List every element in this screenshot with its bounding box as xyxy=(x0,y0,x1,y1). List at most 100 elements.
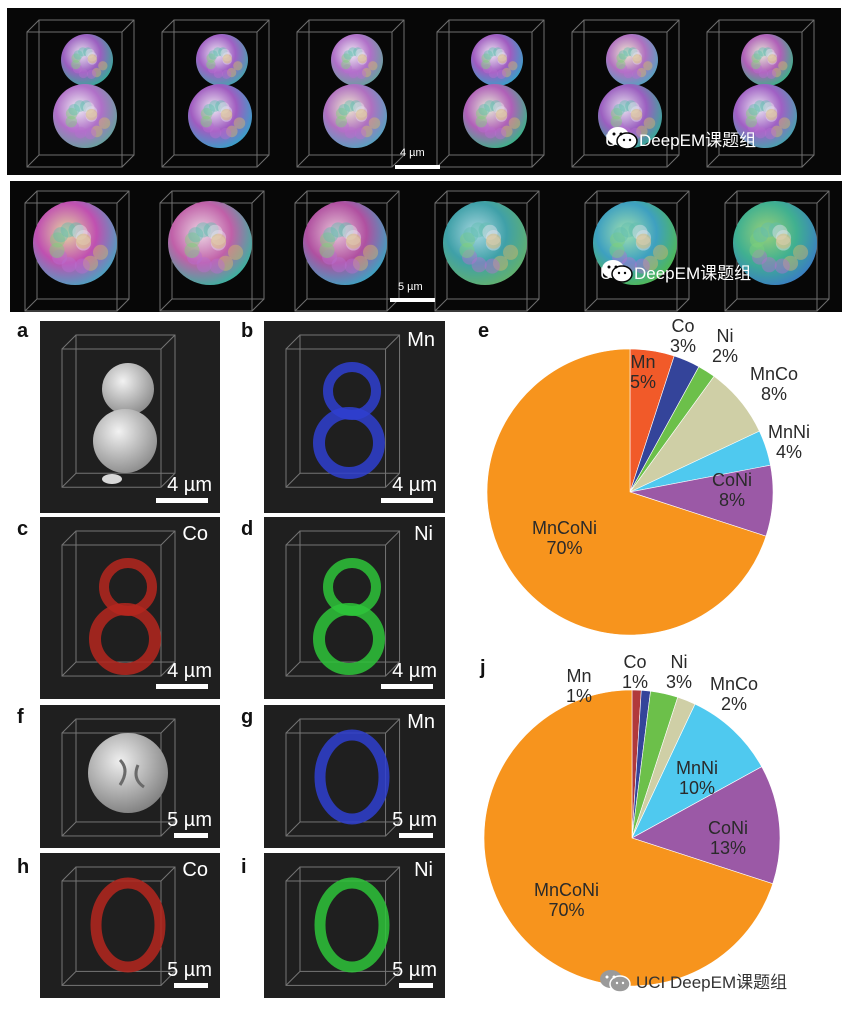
strip-1-frame-4-lower-particle xyxy=(463,84,527,148)
pie-e-label-ni: Ni 2% xyxy=(712,326,738,366)
panel-b-element: Mn xyxy=(407,329,435,351)
panel-h-scalebar xyxy=(174,983,208,988)
strip-2-frame-2-particle xyxy=(168,201,252,285)
strip-1-scale-label: 4 µm xyxy=(400,147,425,159)
panel-d-scale-label: 4 µm xyxy=(392,660,437,682)
slice-percent: 1% xyxy=(622,672,649,692)
pie-chart-j xyxy=(483,689,781,987)
slice-percent: 2% xyxy=(721,694,748,714)
panel-i-scalebar xyxy=(399,983,433,988)
slice-name: Ni xyxy=(716,326,734,346)
pie-e-label-co: Co 3% xyxy=(670,316,696,356)
slice-percent: 10% xyxy=(678,778,716,798)
strip-1-frame-2-upper-particle xyxy=(196,34,248,86)
strip-1-frame-4-upper-particle xyxy=(471,34,523,86)
panel-i-scale-label: 5 µm xyxy=(392,959,437,981)
pie-j-label-coni: CoNi 13% xyxy=(708,818,748,858)
pie-e-label-mnconi: MnCoNi 70% xyxy=(532,518,597,558)
strip-2-scale-label: 5 µm xyxy=(398,281,423,293)
strip-2-watermark: UCI DeepEM课题组 xyxy=(600,259,751,284)
bottom-watermark: UCI DeepEM课题组 xyxy=(598,968,787,993)
panel-g-scale-label: 5 µm xyxy=(392,809,437,831)
panel-c-image: Co 4 µm xyxy=(40,517,220,699)
panel-b-scalebar xyxy=(381,498,433,503)
strip-2-watermark-text: UCI DeepEM课题组 xyxy=(600,264,752,283)
strip-1-frame-6-upper-particle xyxy=(741,34,793,86)
panel-h-scale-label: 5 µm xyxy=(167,959,212,981)
panel-letter-f: f xyxy=(17,706,24,728)
panel-d-image: Ni 4 µm xyxy=(264,517,445,699)
panel-a-scalebar xyxy=(156,498,208,503)
panel-c-lower-shell xyxy=(89,603,161,675)
strip-1-frame-3-lower-particle xyxy=(323,84,387,148)
strip-1-frames xyxy=(26,19,815,168)
slice-percent: 70% xyxy=(548,900,585,920)
panel-a-lower-particle xyxy=(93,409,157,473)
panel-c-render xyxy=(61,530,176,677)
panel-a-fragment xyxy=(102,474,122,484)
slice-name: MnCo xyxy=(710,674,759,694)
strip-1-frame-5-upper-particle xyxy=(606,34,658,86)
slice-percent: 3% xyxy=(666,672,693,692)
pie-j-slice-mnni xyxy=(631,703,763,839)
panel-letter-a: a xyxy=(17,320,29,342)
panel-a-scale-label: 4 µm xyxy=(167,474,212,496)
panel-letter-g: g xyxy=(241,706,254,728)
pie-j-label-mnni: MnNi 10% xyxy=(676,758,718,798)
strip-1-frame-3-upper-particle xyxy=(331,34,383,86)
slice-name: Ni xyxy=(670,652,688,672)
pie-chart-e xyxy=(486,348,774,636)
slice-percent: 1% xyxy=(566,686,593,706)
pie-j-label-mnconi: MnCoNi 70% xyxy=(534,880,599,920)
panel-a-render xyxy=(61,334,176,488)
pie-j-slice-mnconi xyxy=(483,689,774,987)
strip-2-frame-4-particle xyxy=(443,201,527,285)
slice-name: MnCoNi xyxy=(534,880,600,900)
strip-2-scalebar xyxy=(390,298,435,302)
strip-1-frame-5-box xyxy=(571,19,680,168)
panel-f-image: 5 µm xyxy=(40,705,220,848)
panel-g-render xyxy=(285,718,401,837)
panel-i-element: Ni xyxy=(414,859,433,881)
strip-1-frame-6-box xyxy=(706,19,815,168)
strip-1-frame-1-upper-particle xyxy=(61,34,113,86)
strip-1-frame-1-lower-particle xyxy=(53,84,117,148)
panel-h-render xyxy=(61,866,176,986)
panel-letter-d: d xyxy=(241,518,254,540)
pie-j-slice-coni xyxy=(631,766,781,885)
slice-name: Co xyxy=(671,316,695,336)
panel-g-image: Mn 5 µm xyxy=(264,705,445,848)
pie-e-slice-mnconi xyxy=(486,348,767,636)
panel-a-upper-particle xyxy=(102,363,154,415)
panel-b-scale-label: 4 µm xyxy=(392,474,437,496)
strip-1-frame-6-lower-particle xyxy=(733,84,797,148)
panel-c-scalebar xyxy=(156,684,208,689)
slice-name: CoNi xyxy=(708,818,749,838)
panel-d-element: Ni xyxy=(414,523,433,545)
panel-a-image: 4 µm xyxy=(40,321,220,513)
wechat-icon xyxy=(600,969,631,993)
strip-2-frame-1-particle xyxy=(33,201,117,285)
panel-h-element: Co xyxy=(182,859,208,881)
strip-1-frame-2-lower-particle xyxy=(188,84,252,148)
panel-c-bounding-box xyxy=(61,530,176,677)
panel-i-shell xyxy=(314,877,390,973)
panel-f-bounding-box xyxy=(61,718,176,837)
panel-d-render xyxy=(285,530,401,677)
panel-b-lower-shell xyxy=(313,407,385,479)
pie-j-label-co: Co 1% xyxy=(622,652,648,692)
slice-name: MnCo xyxy=(750,364,799,384)
slice-percent: 8% xyxy=(719,490,746,510)
tomography-strip-1: 4 µm UCI DeepEM课题组 xyxy=(7,8,841,175)
slice-percent: 70% xyxy=(546,538,583,558)
panel-f-render xyxy=(61,718,176,837)
panel-letter-h: h xyxy=(17,856,30,878)
panel-d-lower-shell xyxy=(313,603,385,675)
strip-1-frame-4-box xyxy=(436,19,545,168)
panel-letter-e: e xyxy=(478,320,490,342)
pie-j-label-mnco: MnCo 2% xyxy=(710,674,758,714)
panel-letter-b: b xyxy=(241,320,254,342)
panel-f-scale-label: 5 µm xyxy=(167,809,212,831)
pie-j-label-ni: Ni 3% xyxy=(666,652,692,692)
strip-1-scalebar xyxy=(395,165,440,169)
